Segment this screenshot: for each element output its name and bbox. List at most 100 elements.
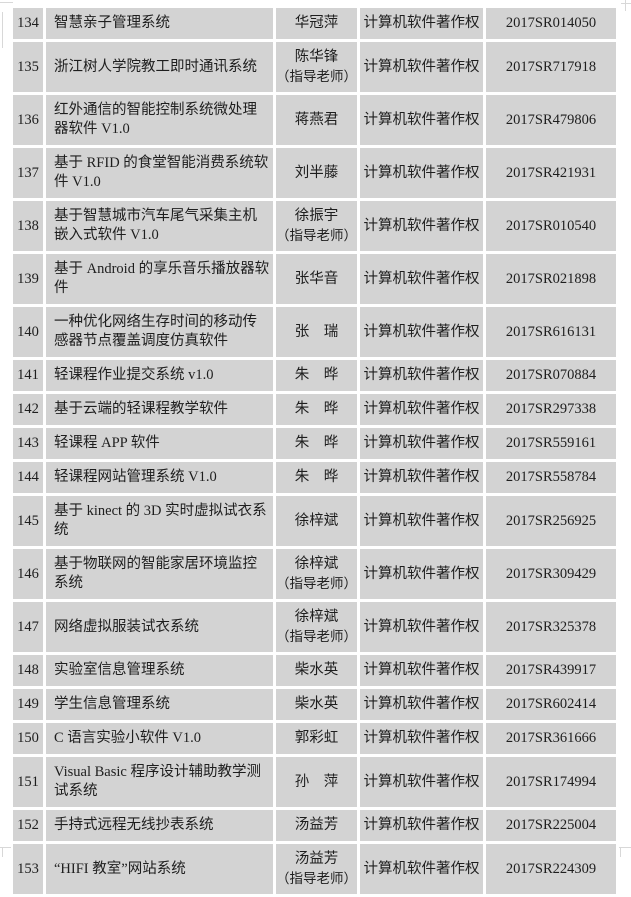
- author-cell: 朱 晔: [276, 428, 357, 459]
- author-name: 华冠萍: [294, 15, 339, 31]
- software-name-cell: 浙江树人学院教工即时通讯系统: [46, 42, 273, 92]
- row-number-cell: 135: [13, 42, 43, 92]
- author-name: 朱 晔: [294, 367, 339, 383]
- registration-number-cell: 2017SR174994: [486, 757, 616, 807]
- copyright-type-cell: 计算机软件著作权: [360, 723, 483, 754]
- copyright-type-cell: 计算机软件著作权: [360, 844, 483, 894]
- software-name-cell: Visual Basic 程序设计辅助教学测试系统: [46, 757, 273, 807]
- table-row: 153 “HIFI 教室”网站系统 汤益芳 （指导老师） 计算机软件著作权 20…: [13, 844, 616, 894]
- row-number-cell: 151: [13, 757, 43, 807]
- copyright-type-cell: 计算机软件著作权: [360, 428, 483, 459]
- row-number-cell: 144: [13, 462, 43, 493]
- author-name: 徐梓斌: [294, 609, 339, 625]
- registration-number-cell: 2017SR616131: [486, 307, 616, 357]
- table-row: 145 基于 kinect 的 3D 实时虚拟试衣系统 徐梓斌 计算机软件著作权…: [13, 496, 616, 546]
- author-cell: 徐梓斌 （指导老师）: [276, 602, 357, 652]
- row-number-cell: 146: [13, 549, 43, 599]
- copyright-type-cell: 计算机软件著作权: [360, 307, 483, 357]
- copyright-type-cell: 计算机软件著作权: [360, 496, 483, 546]
- author-name: 徐梓斌: [294, 556, 339, 572]
- author-name: 徐振宇: [294, 208, 339, 224]
- registration-number-cell: 2017SR361666: [486, 723, 616, 754]
- page-corner-mark-top-left-h: [0, 2, 13, 3]
- author-name: 朱 晔: [294, 401, 339, 417]
- copyright-type-cell: 计算机软件著作权: [360, 148, 483, 198]
- author-cell: 徐振宇 （指导老师）: [276, 201, 357, 251]
- software-name-cell: 智慧亲子管理系统: [46, 8, 273, 39]
- registration-number-cell: 2017SR439917: [486, 655, 616, 686]
- copyright-type-cell: 计算机软件著作权: [360, 462, 483, 493]
- copyright-type-cell: 计算机软件著作权: [360, 602, 483, 652]
- copyright-type-cell: 计算机软件著作权: [360, 655, 483, 686]
- table-row: 134 智慧亲子管理系统 华冠萍 计算机软件著作权 2017SR014050: [13, 8, 616, 39]
- table-row: 146 基于物联网的智能家居环境监控系统 徐梓斌 （指导老师） 计算机软件著作权…: [13, 549, 616, 599]
- registration-number-cell: 2017SR224309: [486, 844, 616, 894]
- software-name-cell: 基于 kinect 的 3D 实时虚拟试衣系统: [46, 496, 273, 546]
- registration-number-cell: 2017SR070884: [486, 360, 616, 391]
- registration-number-cell: 2017SR717918: [486, 42, 616, 92]
- software-copyright-table: 134 智慧亲子管理系统 华冠萍 计算机软件著作权 2017SR014050 1…: [10, 5, 619, 897]
- author-cell: 朱 晔: [276, 394, 357, 425]
- table-row: 138 基于智慧城市汽车尾气采集主机嵌入式软件 V1.0 徐振宇 （指导老师） …: [13, 201, 616, 251]
- row-number-cell: 150: [13, 723, 43, 754]
- registration-number-cell: 2017SR421931: [486, 148, 616, 198]
- author-name: 柴水英: [294, 662, 339, 678]
- row-number-cell: 145: [13, 496, 43, 546]
- table-row: 135 浙江树人学院教工即时通讯系统 陈华锋 （指导老师） 计算机软件著作权 2…: [13, 42, 616, 92]
- row-number-cell: 140: [13, 307, 43, 357]
- table-row: 152 手持式远程无线抄表系统 汤益芳 计算机软件著作权 2017SR22500…: [13, 810, 616, 841]
- author-note: （指导老师）: [276, 576, 357, 591]
- table-row: 151 Visual Basic 程序设计辅助教学测试系统 孙 萍 计算机软件著…: [13, 757, 616, 807]
- copyright-type-cell: 计算机软件著作权: [360, 757, 483, 807]
- author-name: 郭彩虹: [294, 730, 339, 746]
- table-row: 144 轻课程网站管理系统 V1.0 朱 晔 计算机软件著作权 2017SR55…: [13, 462, 616, 493]
- author-name: 朱 晔: [294, 469, 339, 485]
- page-corner-mark-top-right-v: [625, 0, 626, 11]
- row-number-cell: 153: [13, 844, 43, 894]
- table-row: 147 网络虚拟服装试衣系统 徐梓斌 （指导老师） 计算机软件著作权 2017S…: [13, 602, 616, 652]
- author-cell: 柴水英: [276, 689, 357, 720]
- software-name-cell: 基于 Android 的享乐音乐播放器软件: [46, 254, 273, 304]
- registration-number-cell: 2017SR325378: [486, 602, 616, 652]
- software-name-cell: 学生信息管理系统: [46, 689, 273, 720]
- row-number-cell: 137: [13, 148, 43, 198]
- author-name: 柴水英: [294, 696, 339, 712]
- row-number-cell: 134: [13, 8, 43, 39]
- registration-number-cell: 2017SR559161: [486, 428, 616, 459]
- row-number-cell: 138: [13, 201, 43, 251]
- table-row: 149 学生信息管理系统 柴水英 计算机软件著作权 2017SR602414: [13, 689, 616, 720]
- table-row: 137 基于 RFID 的食堂智能消费系统软件 V1.0 刘半藤 计算机软件著作…: [13, 148, 616, 198]
- page-corner-mark-top-left-v: [2, 12, 3, 48]
- software-name-cell: 轻课程作业提交系统 v1.0: [46, 360, 273, 391]
- table-row: 148 实验室信息管理系统 柴水英 计算机软件著作权 2017SR439917: [13, 655, 616, 686]
- author-name: 孙 萍: [294, 773, 339, 790]
- copyright-type-cell: 计算机软件著作权: [360, 201, 483, 251]
- author-cell: 朱 晔: [276, 462, 357, 493]
- table-row: 139 基于 Android 的享乐音乐播放器软件 张华音 计算机软件著作权 2…: [13, 254, 616, 304]
- row-number-cell: 142: [13, 394, 43, 425]
- author-note: （指导老师）: [276, 69, 357, 84]
- registration-number-cell: 2017SR014050: [486, 8, 616, 39]
- registration-number-cell: 2017SR479806: [486, 95, 616, 145]
- software-name-cell: 轻课程 APP 软件: [46, 428, 273, 459]
- author-name: 汤益芳: [294, 817, 339, 833]
- page-corner-mark-bottom-left-v: [2, 847, 3, 857]
- author-cell: 孙 萍: [276, 757, 357, 807]
- page-corner-mark-top-right-h: [621, 3, 631, 4]
- author-cell: 张 瑞: [276, 307, 357, 357]
- page-corner-mark-bottom-right-h: [619, 847, 631, 848]
- copyright-type-cell: 计算机软件著作权: [360, 42, 483, 92]
- copyright-type-cell: 计算机软件著作权: [360, 95, 483, 145]
- software-name-cell: 轻课程网站管理系统 V1.0: [46, 462, 273, 493]
- copyright-type-cell: 计算机软件著作权: [360, 549, 483, 599]
- software-name-cell: 基于智慧城市汽车尾气采集主机嵌入式软件 V1.0: [46, 201, 273, 251]
- software-name-cell: 实验室信息管理系统: [46, 655, 273, 686]
- registration-number-cell: 2017SR558784: [486, 462, 616, 493]
- copyright-type-cell: 计算机软件著作权: [360, 254, 483, 304]
- row-number-cell: 143: [13, 428, 43, 459]
- author-note: （指导老师）: [276, 228, 357, 243]
- author-name: 蒋燕君: [294, 111, 339, 128]
- software-name-cell: 一种优化网络生存时间的移动传感器节点覆盖调度仿真软件: [46, 307, 273, 357]
- author-name: 张华音: [294, 270, 339, 287]
